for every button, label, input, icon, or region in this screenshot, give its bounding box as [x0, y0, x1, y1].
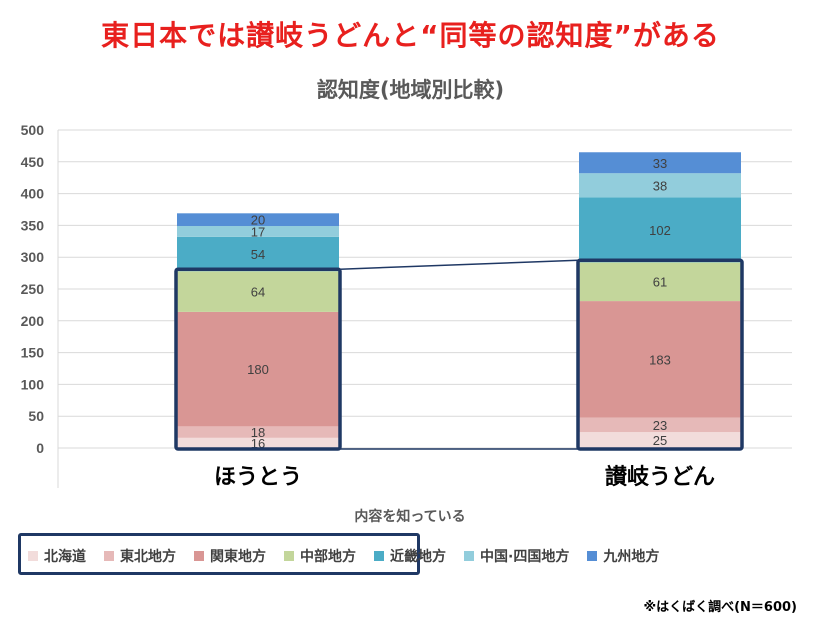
bar-segment	[579, 417, 741, 433]
legend: 北海道 東北地方 関東地方 中部地方 近畿地方 中国·四国地方 九州地方	[28, 546, 659, 566]
bar-segment	[579, 301, 741, 418]
y-tick-label: 250	[21, 281, 45, 297]
legend-label: 東北地方	[120, 549, 176, 565]
bar-segment	[177, 271, 339, 312]
y-tick-label: 450	[21, 154, 45, 170]
data-label: 33	[653, 156, 667, 171]
data-label: 64	[251, 285, 265, 300]
y-tick-label: 500	[21, 122, 45, 138]
legend-label: 九州地方	[603, 549, 660, 565]
bar-segment	[177, 311, 339, 427]
legend-item: 中部地方	[284, 546, 356, 566]
highlight-box	[576, 258, 744, 451]
legend-swatch	[194, 551, 204, 561]
bar-segment	[579, 262, 741, 302]
data-label: 54	[251, 247, 265, 262]
bar-segment	[177, 426, 339, 438]
data-label: 102	[649, 223, 671, 238]
legend-item: 北海道	[28, 546, 86, 566]
legend-swatch	[104, 551, 114, 561]
data-label: 20	[251, 213, 265, 228]
data-label: 183	[649, 352, 671, 367]
headline: 東日本では讃岐うどんと“同等の認知度”がある	[101, 19, 720, 52]
data-label: 180	[247, 362, 269, 377]
y-tick-label: 200	[21, 313, 45, 329]
bar-segment	[579, 152, 741, 174]
y-tick-label: 100	[21, 376, 45, 392]
data-label: 25	[653, 433, 667, 448]
legend-label: 中国·四国地方	[480, 549, 570, 565]
legend-item: 東北地方	[104, 546, 176, 566]
bar-segment	[177, 236, 339, 272]
data-label: 38	[653, 178, 667, 193]
chart-title: 認知度(地域別比較)	[316, 78, 505, 102]
x-tick-label: 讃岐うどん	[605, 464, 715, 490]
legend-item: 中国·四国地方	[464, 546, 569, 566]
legend-label: 中部地方	[300, 549, 356, 565]
legend-label: 北海道	[44, 549, 86, 565]
y-tick-label: 300	[21, 249, 45, 265]
legend-highlight-box	[18, 533, 420, 575]
data-label: 23	[653, 418, 667, 433]
data-label: 18	[251, 425, 265, 440]
legend-label: 近畿地方	[390, 549, 446, 565]
y-tick-label: 50	[28, 408, 44, 424]
highlight-box	[174, 267, 342, 451]
x-axis-title: 内容を知っている	[354, 508, 465, 525]
connector-line-top	[339, 259, 579, 270]
bar-segment	[177, 226, 339, 237]
y-tick-label: 150	[21, 345, 45, 361]
bar-segment	[177, 437, 339, 448]
legend-swatch	[284, 551, 294, 561]
y-tick-label: 400	[21, 186, 45, 202]
legend-swatch	[28, 551, 38, 561]
legend-swatch	[374, 551, 384, 561]
bar-segment	[579, 432, 741, 448]
bar-segment	[579, 173, 741, 198]
legend-item: 関東地方	[194, 546, 266, 566]
source-note: ※はくばく調べ(N＝600)	[643, 600, 797, 615]
data-label: 16	[251, 436, 265, 451]
legend-swatch	[587, 551, 598, 561]
x-tick-label: ほうとう	[214, 465, 302, 490]
legend-item: 九州地方	[587, 546, 659, 566]
y-tick-label: 350	[21, 217, 45, 233]
legend-item: 近畿地方	[374, 546, 446, 566]
legend-swatch	[464, 551, 474, 561]
legend-label: 関東地方	[210, 549, 266, 565]
y-tick-label: 0	[36, 440, 44, 456]
bar-segment	[579, 197, 741, 263]
data-label: 61	[653, 275, 667, 290]
bar-segment	[177, 213, 339, 227]
data-label: 17	[251, 224, 265, 239]
